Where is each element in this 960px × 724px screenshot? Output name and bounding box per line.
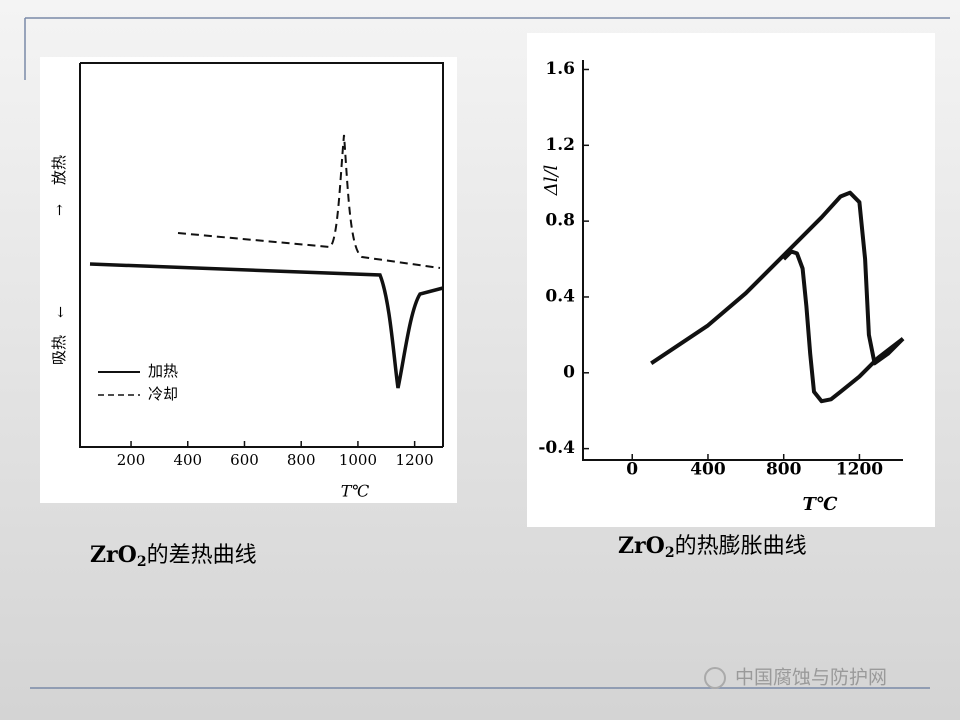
y-tick-label: 0.4: [545, 286, 575, 306]
caption-subscript: 2: [665, 545, 675, 561]
y-tick-label: -0.4: [538, 438, 575, 458]
x-label: T℃: [803, 494, 838, 515]
y-label: 吸热: [50, 335, 68, 365]
x-tick-label: 400: [173, 451, 202, 469]
caption: ZrO2的热膨胀曲线: [618, 533, 807, 561]
figure-panel: [527, 33, 935, 527]
x-tick-label: 1200: [836, 460, 883, 480]
x-tick-label: 200: [117, 451, 146, 469]
legend-label: 加热: [148, 362, 178, 380]
cooling-curve: [177, 134, 441, 269]
x-tick-label: 800: [766, 460, 802, 480]
x-label: T℃: [341, 482, 370, 501]
caption-subscript: 2: [137, 554, 147, 570]
watermark-icon: [704, 667, 726, 689]
y-tick-label: 1.6: [545, 59, 575, 79]
heating-curve: [89, 262, 444, 389]
arrow: →: [52, 306, 68, 318]
y-label: Δl/l: [541, 164, 562, 196]
y-tick-label: 1.2: [545, 135, 575, 155]
x-tick-label: 1200: [396, 451, 434, 469]
x-tick-label: 800: [287, 451, 316, 469]
arrow: →: [52, 204, 68, 216]
caption-text: 的差热曲线: [147, 543, 257, 568]
axis-frame: [582, 60, 903, 461]
legend-label: 冷却: [148, 385, 178, 403]
y-tick-label: 0: [563, 362, 575, 382]
caption-formula: ZrO: [90, 542, 137, 568]
x-tick-label: 600: [230, 451, 259, 469]
figure-panel: [40, 57, 457, 503]
data-line: [782, 249, 905, 404]
watermark: 中国腐蚀与防护网: [735, 667, 887, 689]
caption-formula: ZrO: [618, 533, 665, 559]
x-tick-label: 0: [626, 460, 638, 480]
x-tick-label: 1000: [339, 451, 377, 469]
caption: ZrO2的差热曲线: [90, 542, 257, 570]
caption-text: 的热膨胀曲线: [675, 534, 807, 559]
axis-frame: [79, 62, 444, 448]
y-label: 放热: [50, 155, 68, 185]
x-tick-label: 400: [690, 460, 726, 480]
y-tick-label: 0.8: [545, 211, 575, 231]
